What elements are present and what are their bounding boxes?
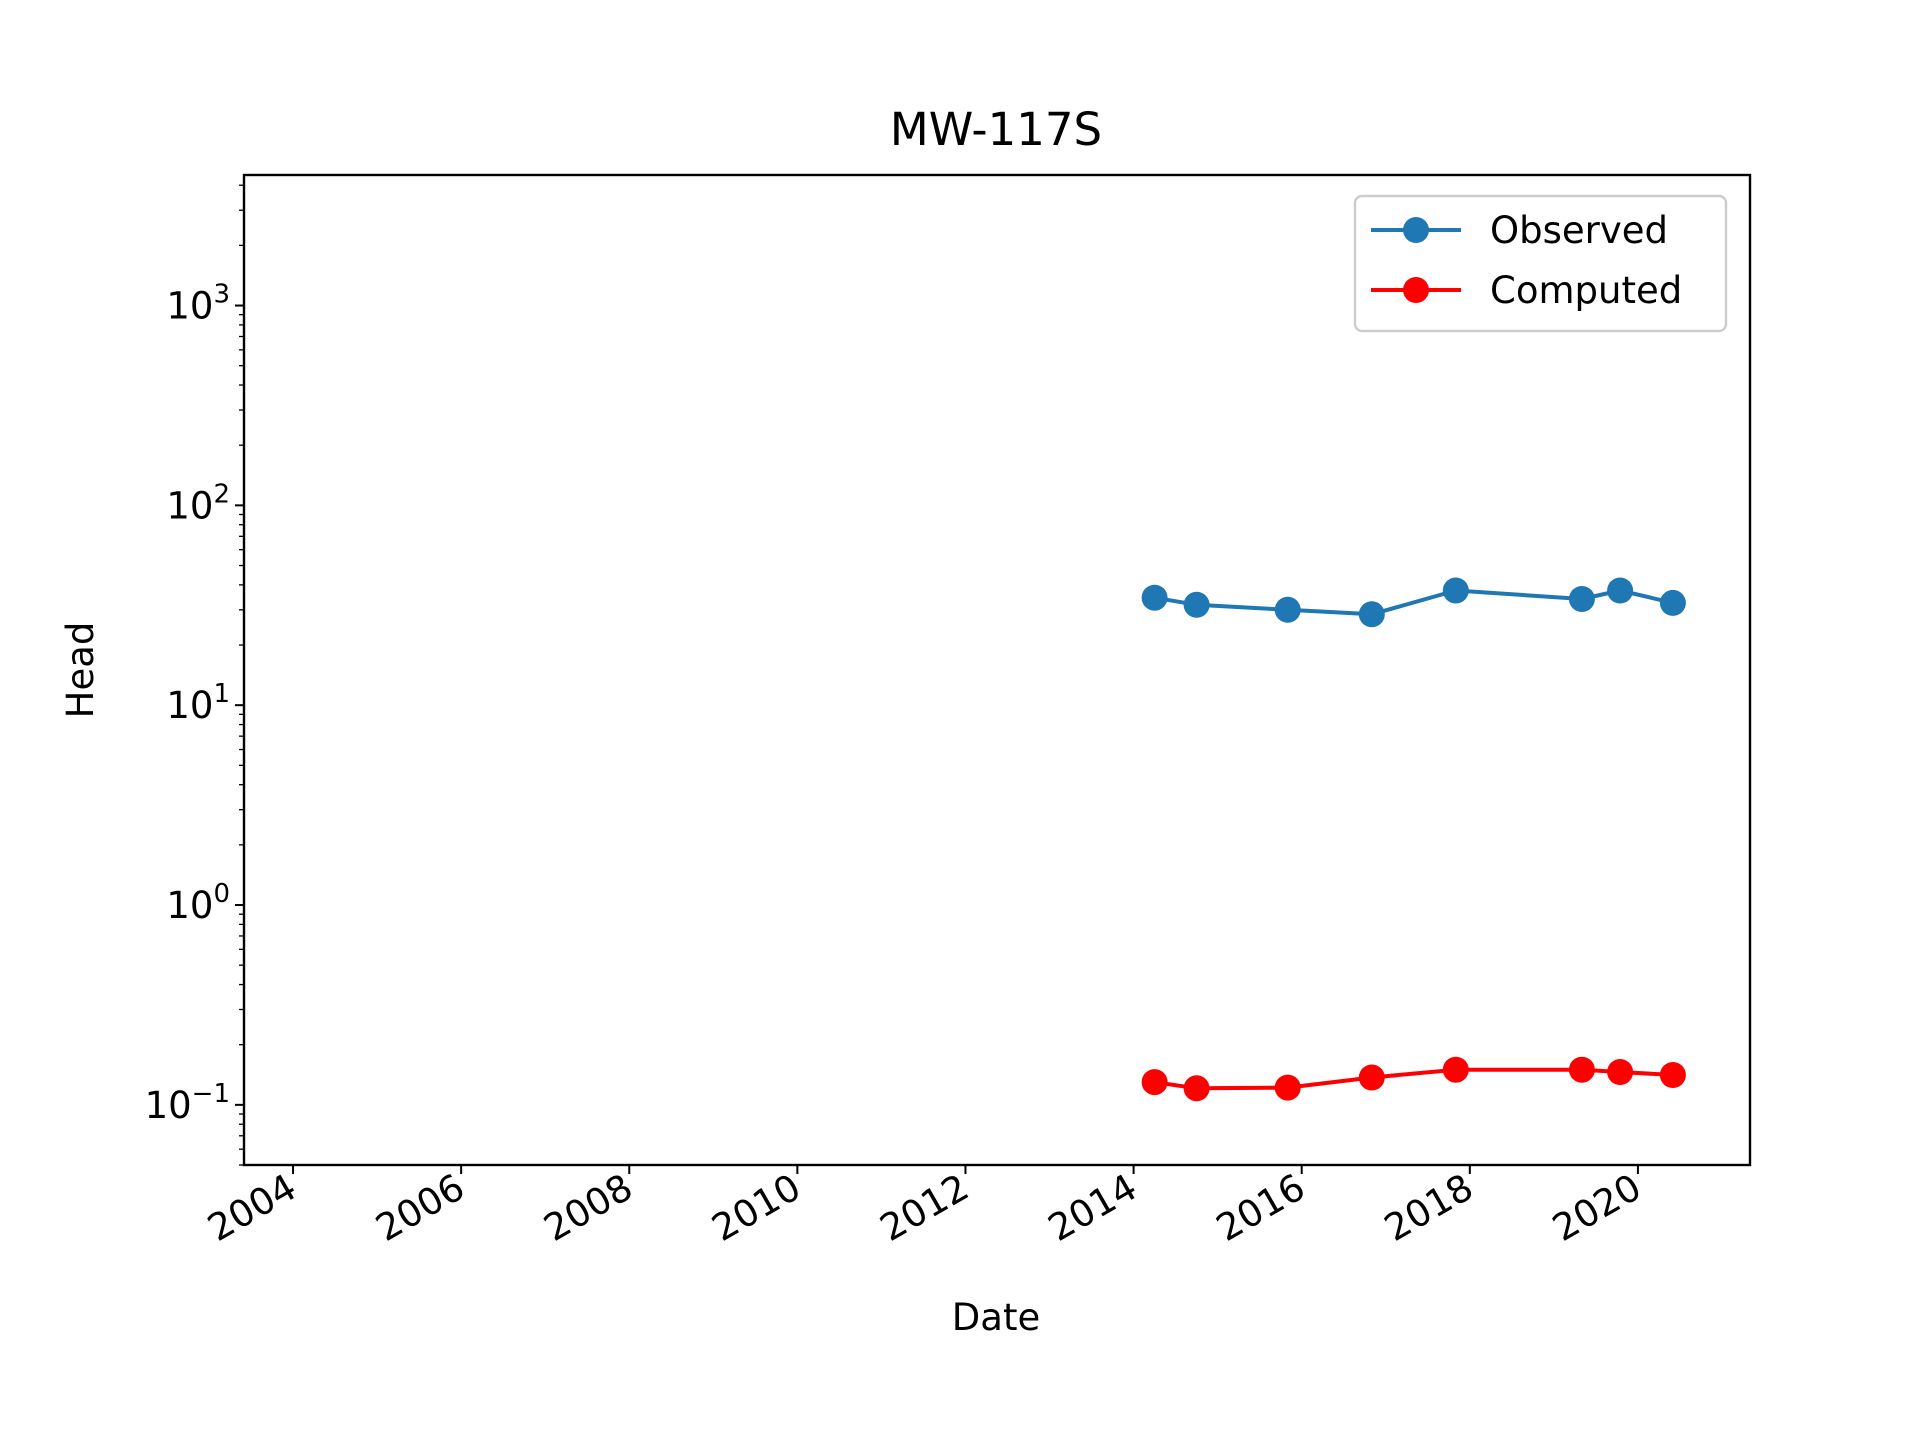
data-point-computed (1442, 1056, 1469, 1083)
data-point-computed (1183, 1075, 1210, 1102)
data-point-observed (1659, 589, 1686, 616)
data-point-observed (1183, 591, 1210, 618)
data-point-computed (1358, 1064, 1385, 1091)
y-tick-label: 101 (166, 679, 230, 727)
plot-area (242, 173, 1752, 1167)
y-tick-label: 102 (166, 479, 230, 527)
data-point-computed (1607, 1059, 1634, 1085)
plot-frame (242, 173, 1752, 1167)
y-axis: 10−1 100 101 102 103 (145, 184, 244, 1166)
data-point-observed (1358, 601, 1385, 628)
y-tick-label: 10−1 (145, 1079, 230, 1127)
series-layer (1141, 577, 1686, 1102)
y-tick-label: 103 (166, 280, 230, 328)
data-point-observed (1141, 584, 1168, 611)
data-point-observed (1442, 577, 1469, 604)
data-point-computed (1659, 1062, 1686, 1088)
legend-swatch-marker (1403, 277, 1429, 303)
legend-label: Computed (1490, 269, 1682, 312)
y-tick-label: 100 (166, 879, 230, 927)
y-axis-label: Head (59, 622, 102, 719)
legend-swatch-marker (1403, 217, 1429, 243)
data-point-computed (1568, 1056, 1595, 1083)
data-point-computed (1141, 1069, 1168, 1096)
x-axis-label: Date (952, 1296, 1040, 1339)
data-point-observed (1274, 596, 1301, 623)
data-point-observed (1607, 577, 1634, 604)
chart-title: MW-117S (890, 103, 1102, 156)
data-point-observed (1568, 586, 1595, 612)
legend: Observed Computed (1353, 194, 1728, 333)
legend-label: Observed (1490, 209, 1668, 252)
data-point-computed (1274, 1074, 1301, 1101)
